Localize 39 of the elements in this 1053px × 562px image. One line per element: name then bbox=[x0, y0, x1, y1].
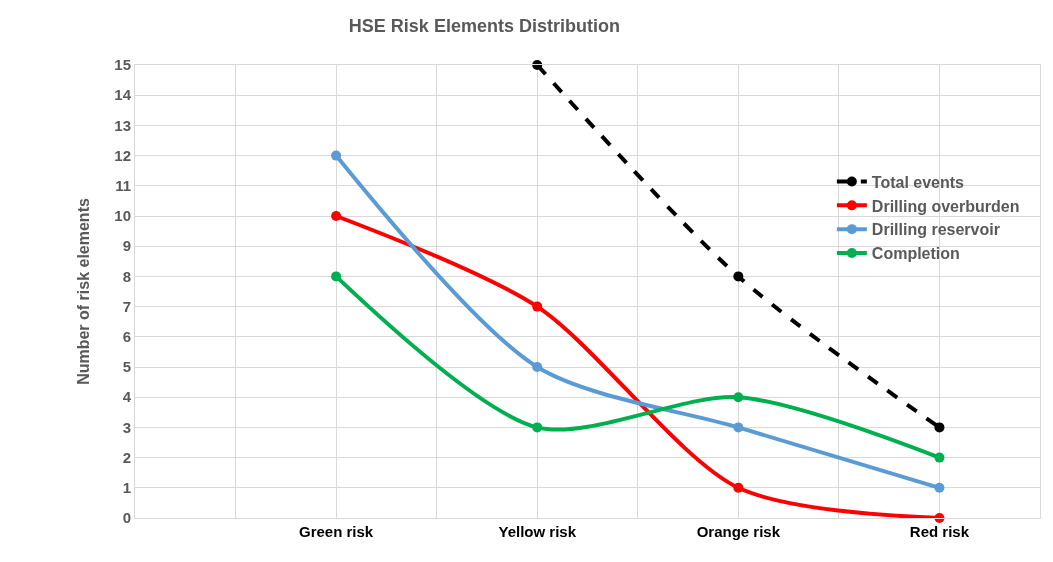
legend-label: Total events bbox=[871, 173, 965, 191]
y-tick-label: 11 bbox=[115, 177, 131, 195]
legend-label: Completion bbox=[871, 245, 960, 263]
point bbox=[733, 271, 744, 282]
y-tick-label: 7 bbox=[122, 297, 131, 315]
point bbox=[934, 452, 945, 463]
y-tick-label: 4 bbox=[122, 388, 132, 406]
y-tick-label: 15 bbox=[114, 56, 131, 74]
point bbox=[934, 422, 945, 433]
point bbox=[331, 150, 342, 161]
y-tick-label: 9 bbox=[122, 237, 131, 255]
y-tick-label: 0 bbox=[122, 509, 131, 527]
legend-label: Drilling overburden bbox=[871, 197, 1020, 215]
point bbox=[532, 301, 543, 312]
x-tick-label: Red risk bbox=[909, 523, 970, 540]
point bbox=[733, 392, 744, 403]
y-tick-label: 8 bbox=[122, 267, 131, 285]
y-tick-label: 14 bbox=[114, 86, 132, 104]
y-tick-label: 5 bbox=[122, 358, 131, 376]
legend-label: Drilling reservoir bbox=[871, 221, 1000, 239]
y-tick-label: 10 bbox=[114, 207, 131, 225]
chart-title: HSE Risk Elements Distribution bbox=[348, 16, 620, 37]
x-tick-label: Yellow risk bbox=[498, 523, 577, 540]
y-tick-label: 3 bbox=[122, 418, 131, 436]
y-axis-title: Number of risk elements bbox=[75, 198, 93, 385]
y-tick-label: 6 bbox=[122, 328, 131, 346]
point bbox=[934, 482, 945, 493]
y-tick-label: 1 bbox=[122, 479, 131, 497]
x-tick-label: Green risk bbox=[299, 523, 374, 540]
point bbox=[733, 482, 744, 493]
y-tick-label: 2 bbox=[122, 448, 131, 466]
y-tick-label: 13 bbox=[114, 116, 131, 134]
y-tick-label: 12 bbox=[114, 146, 131, 164]
point bbox=[532, 422, 543, 433]
point bbox=[733, 422, 744, 433]
point bbox=[331, 271, 342, 282]
point bbox=[532, 362, 543, 372]
point bbox=[331, 211, 342, 221]
x-tick-label: Orange risk bbox=[696, 523, 781, 540]
